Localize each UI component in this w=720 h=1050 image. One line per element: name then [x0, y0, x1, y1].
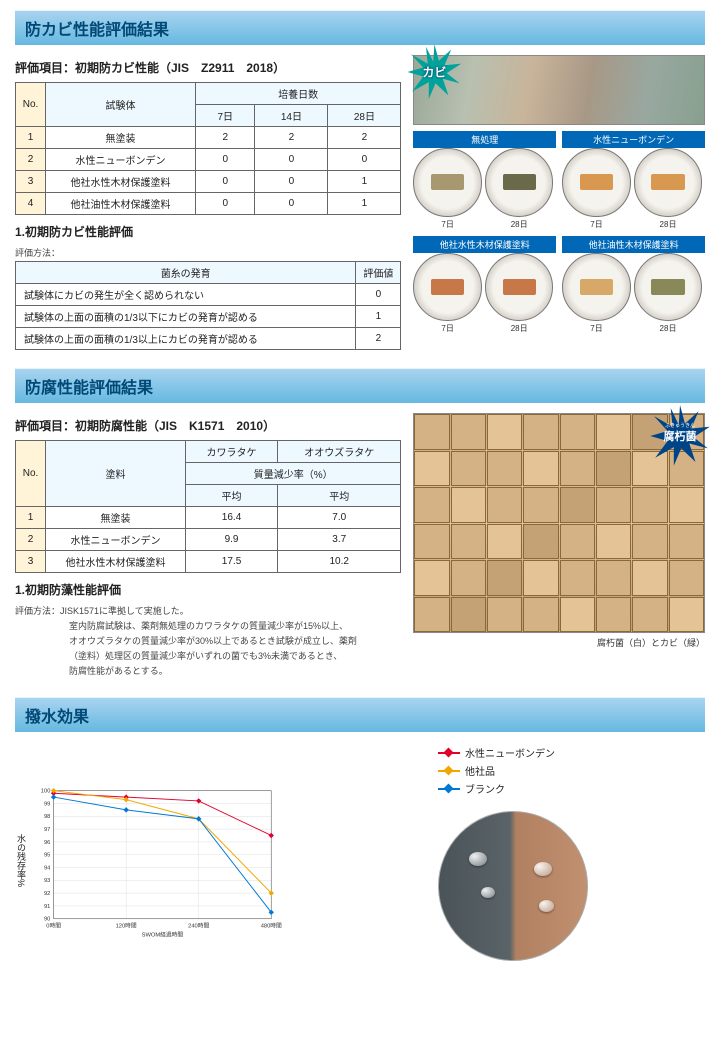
- sub-heading-2: 1.初期防藻性能評価: [15, 581, 401, 598]
- method-label: 評価方法：: [15, 246, 401, 259]
- svg-text:97: 97: [44, 827, 50, 833]
- lumber-caption: 腐朽菌（白）とカビ（緑）: [413, 636, 705, 649]
- svg-text:96: 96: [44, 840, 50, 846]
- water-repellent-image: [438, 811, 588, 961]
- svg-text:93: 93: [44, 878, 50, 884]
- fungus-badge: ふきゅうきん 腐朽菌: [649, 405, 711, 467]
- svg-text:0時間: 0時間: [46, 922, 61, 930]
- water-retention-chart: 90 91 92 93 94 95 96 97 98 99 100 0時間 120時間 240時間 480時…: [28, 742, 284, 977]
- rating-table: 菌糸の発育評価値 試験体にカビの発生が全く認められない0試験体の上面の面積の1/…: [15, 261, 401, 350]
- svg-text:100: 100: [41, 789, 51, 795]
- svg-text:120時間: 120時間: [116, 922, 137, 930]
- svg-text:95: 95: [44, 853, 50, 859]
- method-2: 評価方法：JISK1571に準拠して実施した。: [15, 604, 401, 617]
- svg-text:91: 91: [44, 904, 50, 910]
- sub-heading-1: 1.初期防カビ性能評価: [15, 223, 401, 240]
- chart-legend: 水性ニューボンデン他社品ブランク: [438, 745, 705, 796]
- section1-header: 防カビ性能評価結果: [15, 10, 705, 45]
- chart-ylabel: 水の残存率%: [15, 834, 28, 887]
- wood-sample-image: カビ: [413, 55, 705, 125]
- kabi-badge: カビ: [406, 44, 462, 100]
- petri-dish-grid: 無処理 7日 28日 水性ニューボンデン 7日 28日 他社水性木材保護塗料 7…: [413, 131, 705, 334]
- svg-text:SWOM経過時間: SWOM経過時間: [142, 931, 184, 939]
- svg-text:90: 90: [44, 917, 50, 923]
- svg-text:99: 99: [44, 801, 50, 807]
- svg-text:240時間: 240時間: [188, 922, 209, 930]
- svg-text:94: 94: [44, 865, 51, 871]
- section3-header: 撥水効果: [15, 697, 705, 732]
- mold-table: No. 試験体 培養日数 7日14日28日 1無塗装2222水性ニューボンデン0…: [15, 82, 401, 215]
- section2-header: 防腐性能評価結果: [15, 368, 705, 403]
- rot-table: No. 塗料 カワラタケオオウズラタケ 質量減少率（%） 平均平均 1無塗装16…: [15, 440, 401, 573]
- svg-text:98: 98: [44, 814, 50, 820]
- svg-text:480時間: 480時間: [261, 922, 282, 930]
- svg-text:92: 92: [44, 891, 50, 897]
- eval-item-1: 評価項目：初期防カビ性能（JIS Z2911 2018）: [15, 59, 401, 76]
- eval-item-2: 評価項目：初期防腐性能（JIS K1571 2010）: [15, 417, 401, 434]
